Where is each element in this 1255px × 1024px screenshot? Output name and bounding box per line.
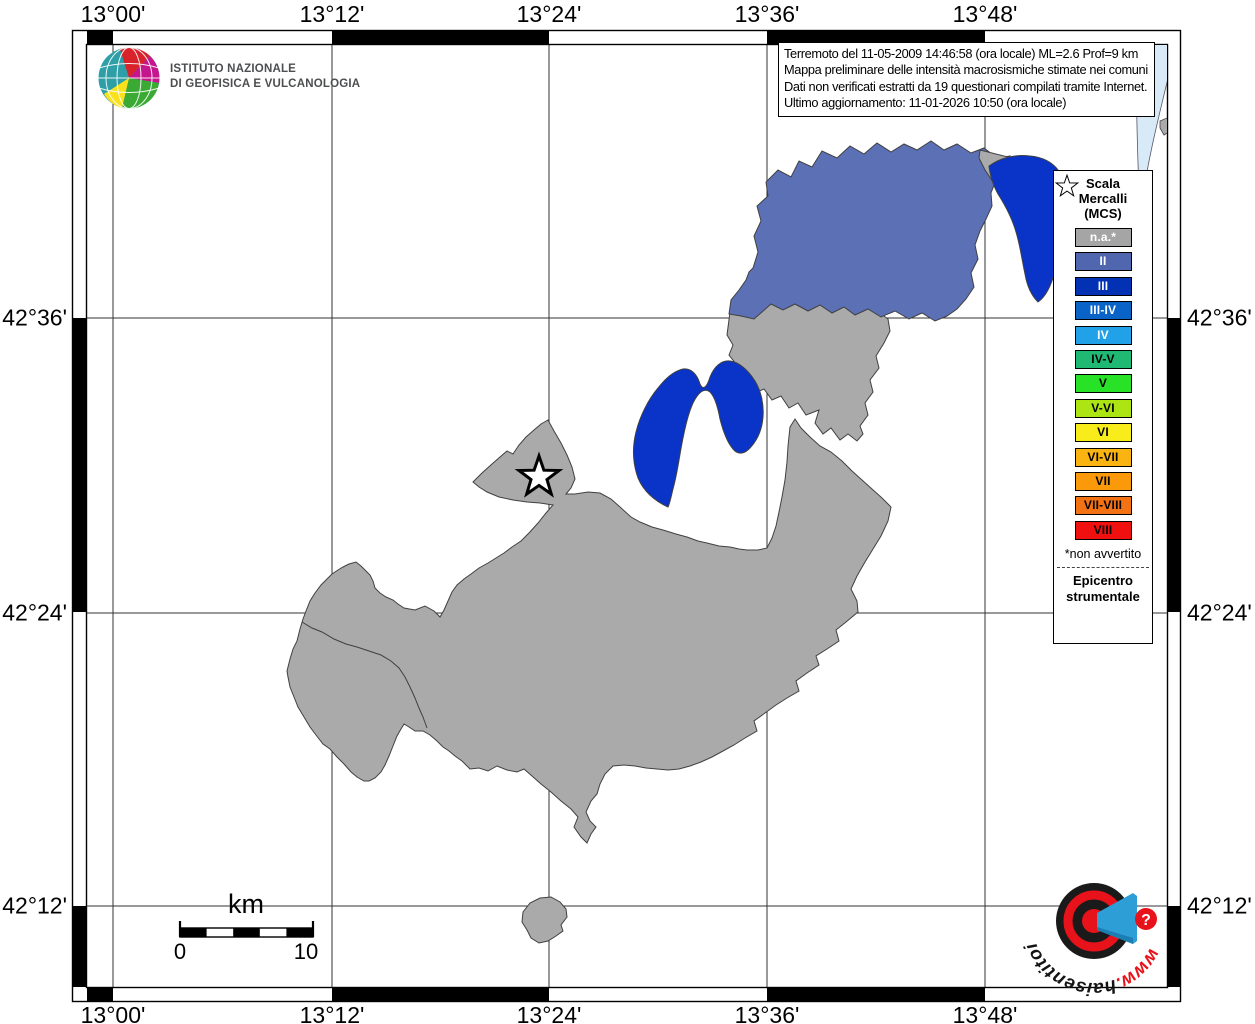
- ingv-name-line: ISTITUTO NAZIONALE: [170, 63, 297, 75]
- axis-tick-label-top: 13°36': [734, 1, 800, 27]
- axis-tick-label-top: 13°12': [299, 1, 365, 27]
- legend-swatch-viii: VIII: [1074, 520, 1132, 540]
- legend-swatch-v: V: [1074, 374, 1132, 394]
- event-title: Terremoto del 11-05-2009 14:46:58 (ora l…: [784, 46, 1139, 61]
- axis-tick-label-right: 42°24': [1187, 599, 1252, 626]
- region-intensity-iii-polygon-center: [633, 360, 764, 508]
- ingv-logo-globe: [98, 47, 160, 109]
- legend-swatch-v-vi: V-VI: [1074, 398, 1132, 418]
- legend-epicenter-line: Epicentro: [1073, 573, 1133, 589]
- legend-swatch-iii: III: [1074, 276, 1132, 296]
- ingv-name-line: DI GEOFISICA E VULCANOLOGIA: [170, 77, 361, 90]
- scale-bar-unit-label: km: [228, 889, 264, 919]
- axis-tick-label-bottom: 13°00': [80, 1002, 146, 1024]
- legend-epicenter-line: strumentale: [1066, 588, 1140, 604]
- municipality-border-line: [301, 621, 428, 729]
- legend-swatch-iv: IV: [1074, 325, 1132, 345]
- legend-title-line: Scala: [1086, 176, 1120, 191]
- municipality-na-polygon-central: [286, 418, 892, 844]
- legend-swatch-vi-vii: VI-VII: [1074, 447, 1132, 467]
- island-polygon: [521, 896, 568, 944]
- legend-epicenter-label: Epicentro strumentale: [1066, 573, 1140, 604]
- last-update-note: Ultimo aggiornamento: 11-01-2026 10:50 (…: [784, 95, 1067, 111]
- axis-tick-label-bottom: 13°48': [952, 1002, 1018, 1024]
- mercalli-scale-legend: Scala Mercalli (MCS) n.a.* II III III-IV…: [1053, 170, 1153, 644]
- ingv-logo-wordmark: ISTITUTO NAZIONALE DI GEOFISICA E VULCAN…: [170, 62, 360, 91]
- data-source-note: Dati non verificati estratti da 19 quest…: [784, 78, 1148, 94]
- question-mark: ?: [1141, 912, 1151, 929]
- islet-speck-polygon: [1159, 117, 1167, 136]
- legend-swatch-vii: VII: [1074, 471, 1132, 491]
- axis-tick-label-top: 13°00': [80, 1, 146, 27]
- question-badge-icon: [1135, 908, 1157, 930]
- legend-footnote: *non avvertito: [1064, 547, 1142, 562]
- scale-bar-end-label: 10: [293, 939, 319, 964]
- epicenter-star: [514, 451, 564, 498]
- legend-swatch-vii-viii: VII-VIII: [1074, 496, 1132, 516]
- legend-title-line: Mercalli: [1078, 191, 1128, 206]
- axis-tick-label-right: 42°36': [1187, 304, 1252, 331]
- legend-swatch-iv-v: IV-V: [1074, 349, 1132, 369]
- axis-tick-label-bottom: 13°36': [734, 1002, 800, 1024]
- scale-bar: [178, 921, 315, 938]
- axis-tick-label-right: 42°12': [1187, 892, 1252, 919]
- axis-tick-label-bottom: 13°24': [516, 1002, 582, 1024]
- region-intensity-iii-polygon-east: [988, 155, 1066, 303]
- legend-swatch-na: n.a.*: [1074, 228, 1132, 247]
- legend-epicenter-star-icon: [1054, 173, 1080, 197]
- axis-tick-label-top: 13°48': [952, 1, 1018, 27]
- earthquake-info-box: Terremoto del 11-05-2009 14:46:58 (ora l…: [778, 42, 1155, 117]
- legend-swatch-vi: VI: [1074, 423, 1132, 443]
- axis-tick-label-left: 42°36': [2, 304, 67, 331]
- axis-tick-label-left: 42°24': [2, 599, 67, 626]
- region-intensity-ii-polygon: [728, 140, 1011, 322]
- map-description: Mappa preliminare delle intensità macros…: [784, 62, 1148, 78]
- axis-tick-label-left: 42°12': [2, 892, 67, 919]
- legend-swatch-ii: II: [1074, 252, 1132, 272]
- legend-divider: [1057, 567, 1149, 569]
- axis-tick-label-top: 13°24': [516, 1, 582, 27]
- legend-items: n.a.* II III III-IV IV IV-V V V-VI VI VI…: [1074, 228, 1132, 545]
- scale-bar-start-label: 0: [173, 939, 187, 964]
- legend-title: Scala Mercalli (MCS): [1079, 176, 1127, 221]
- legend-swatch-iii-iv: III-IV: [1074, 301, 1132, 321]
- axis-tick-label-bottom: 13°12': [299, 1002, 365, 1024]
- legend-title-line: (MCS): [1084, 206, 1122, 221]
